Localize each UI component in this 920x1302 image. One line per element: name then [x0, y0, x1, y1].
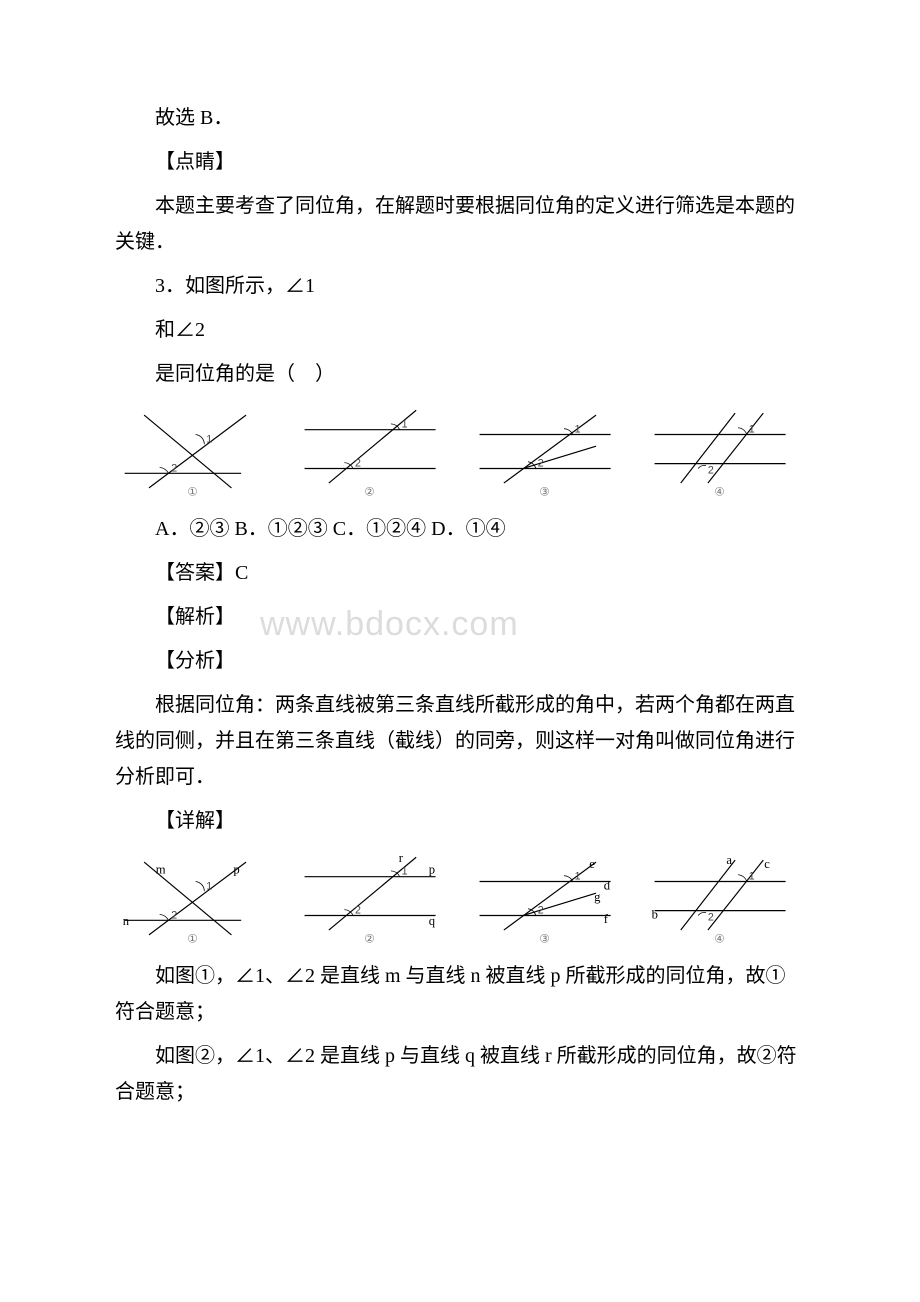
line-g-label: g [594, 890, 601, 904]
angle-1-label: 1 [402, 866, 408, 878]
angle-1-label: 1 [206, 433, 212, 445]
line-n-label: n [123, 914, 130, 928]
diagram-1-labeled: 1 2 m n p ① [115, 851, 280, 946]
fenxi-body: 根据同位角：两条直线被第三条直线所截形成的角中，若两个角都在两直线的同侧，并且在… [115, 687, 805, 795]
explanation-1: 如图①，∠1、∠2 是直线 m 与直线 n 被直线 p 所截形成的同位角，故①符… [115, 958, 805, 1030]
heading-dianjing: 【点睛】 [115, 144, 805, 180]
line-e-label: e [589, 857, 595, 871]
diagram-3-unlabeled: 1 2 ③ [465, 404, 630, 499]
jiexi-line: www.bdocx.com 【解析】 [115, 599, 805, 635]
angle-2-label: 2 [171, 462, 177, 474]
paragraph-answer-choice: 故选 B． [115, 100, 805, 136]
angle-2-label: 2 [538, 458, 544, 470]
answer-heading: 【答案】 [155, 562, 235, 584]
jiexi-heading: 【解析】 [155, 606, 235, 628]
sublabel-3: ③ [539, 933, 549, 946]
angle-2-label: 2 [708, 911, 714, 923]
line-d-label: d [604, 878, 611, 892]
diagram-row-unlabeled: 1 2 ① 1 2 ② 1 2 ③ [115, 404, 805, 499]
line-p-label: p [233, 863, 239, 877]
question-3-line-c: 是同位角的是（ ） [115, 356, 805, 392]
angle-2-label: 2 [171, 909, 177, 921]
angle-1-label: 1 [749, 871, 755, 883]
line-p-label: p [429, 863, 435, 877]
line-f-label: f [604, 912, 609, 926]
xiangjie-heading: 【详解】 [115, 803, 805, 839]
angle-1-label: 1 [402, 419, 408, 431]
angle-1-label: 1 [206, 880, 212, 892]
question-3-line-a: 3．如图所示，∠1 [115, 268, 805, 304]
angle-1-label: 1 [575, 871, 581, 883]
diagram-4-unlabeled: 1 2 ④ [640, 404, 805, 499]
explanation-2: 如图②，∠1、∠2 是直线 p 与直线 q 被直线 r 所截形成的同位角，故②符… [115, 1038, 805, 1110]
line-a-label: a [726, 853, 732, 867]
line-c-label: c [764, 857, 770, 871]
sublabel-4: ④ [714, 933, 724, 946]
question-3-line-b: 和∠2 [115, 312, 805, 348]
answer-line: 【答案】C [115, 555, 805, 591]
diagram-2-labeled: 1 2 p q r ② [290, 851, 455, 946]
sublabel-2: ② [364, 486, 374, 499]
line-r-label: r [399, 851, 404, 865]
angle-2-label: 2 [355, 458, 361, 470]
line-q-label: q [429, 914, 436, 928]
angle-2-label: 2 [708, 464, 714, 476]
line-m-label: m [156, 863, 166, 877]
answer-value: C [235, 562, 248, 584]
sublabel-3: ③ [539, 486, 549, 499]
fenxi-heading: 【分析】 [115, 643, 805, 679]
diagram-3-labeled: 1 2 d e f g ③ [465, 851, 630, 946]
options-line: A．②③ B．①②③ C．①②④ D．①④ [115, 511, 805, 547]
sublabel-1: ① [187, 933, 197, 946]
angle-2-label: 2 [355, 905, 361, 917]
angle-1-label: 1 [749, 424, 755, 436]
angle-2-label: 2 [538, 905, 544, 917]
sublabel-4: ④ [714, 486, 724, 499]
paragraph-dianjing-body: 本题主要考查了同位角，在解题时要根据同位角的定义进行筛选是本题的关键． [115, 188, 805, 260]
line-b-label: b [652, 907, 658, 921]
sublabel-2: ② [364, 933, 374, 946]
diagram-2-unlabeled: 1 2 ② [290, 404, 455, 499]
diagram-1-unlabeled: 1 2 ① [115, 404, 280, 499]
angle-1-label: 1 [575, 424, 581, 436]
diagram-row-labeled: 1 2 m n p ① 1 2 p q r ② [115, 851, 805, 946]
diagram-4-labeled: 1 2 a b c ④ [640, 851, 805, 946]
sublabel-1: ① [187, 486, 197, 499]
